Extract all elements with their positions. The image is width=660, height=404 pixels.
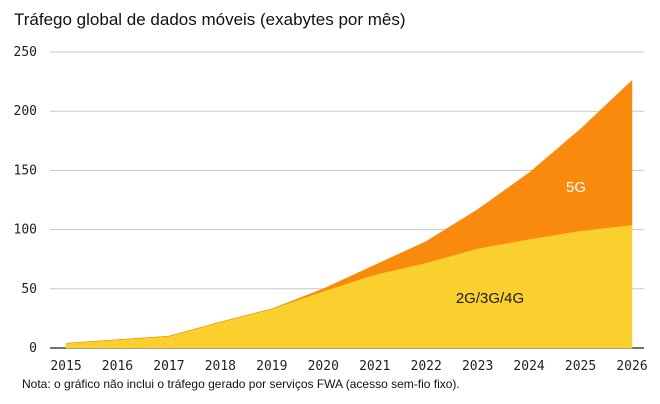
area-series-5g bbox=[65, 79, 633, 344]
x-tick-label: 2019 bbox=[256, 359, 287, 374]
chart-title: Tráfego global de dados móveis (exabytes… bbox=[14, 10, 406, 29]
series-label-legacy: 2G/3G/4G bbox=[456, 290, 524, 307]
x-tick-label: 2022 bbox=[411, 359, 442, 374]
x-tick-label: 2021 bbox=[359, 359, 390, 374]
y-tick-label: 150 bbox=[14, 163, 37, 178]
x-tick-label: 2024 bbox=[513, 359, 544, 374]
x-tick-label: 2017 bbox=[153, 359, 184, 374]
areas bbox=[65, 79, 633, 349]
x-axis: 2015 2016 2017 2018 2019 2020 2021 2022 2023 2024… bbox=[50, 359, 647, 374]
x-tick-label: 2025 bbox=[565, 359, 596, 374]
x-tick-label: 2023 bbox=[462, 359, 493, 374]
x-tick-label: 2018 bbox=[205, 359, 236, 374]
series-label-5g: 5G bbox=[566, 179, 586, 196]
x-tick-label: 2020 bbox=[308, 359, 339, 374]
y-tick-label: 0 bbox=[29, 341, 37, 356]
y-tick-label: 100 bbox=[14, 223, 37, 238]
x-tick-label: 2026 bbox=[616, 359, 647, 374]
y-tick-label: 50 bbox=[21, 282, 37, 297]
x-tick-label: 2015 bbox=[50, 359, 81, 374]
y-axis: 0 50 100 150 200 250 bbox=[14, 45, 37, 356]
y-tick-label: 200 bbox=[14, 104, 37, 119]
y-tick-label: 250 bbox=[14, 45, 37, 60]
x-tick-label: 2016 bbox=[102, 359, 133, 374]
series-labels: 2G/3G/4G 5G bbox=[456, 179, 586, 307]
chart-note: Nota: o gráfico não inclui o tráfego ger… bbox=[22, 377, 460, 391]
area-series-legacy bbox=[65, 224, 633, 349]
